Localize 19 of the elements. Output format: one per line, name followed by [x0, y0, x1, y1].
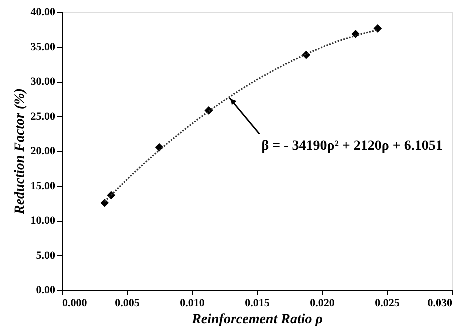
y-tick-label: 0.00 — [36, 284, 56, 296]
x-tick-label: 0.005 — [115, 298, 140, 310]
y-tick-label: 5.00 — [36, 250, 56, 262]
x-axis-title: Reinforcement Ratio ρ — [191, 312, 323, 328]
x-tick-label: 0.025 — [375, 298, 400, 310]
x-tick-label: 0.000 — [62, 298, 88, 310]
y-tick-label: 10.00 — [30, 215, 56, 227]
x-tick-label: 0.015 — [245, 298, 270, 310]
y-axis-title: Reduction Factor (%) — [12, 88, 28, 216]
y-tick-label: 15.00 — [30, 180, 56, 192]
y-tick-label: 35.00 — [30, 41, 56, 54]
y-tick-label: 30.00 — [30, 76, 56, 88]
annotation: β = - 34190ρ² + 2120ρ + 6.1051 — [262, 139, 443, 154]
y-tick-label: 25.00 — [30, 110, 56, 123]
x-tick-label: 0.030 — [428, 298, 453, 310]
x-tick-label: 0.010 — [180, 298, 206, 310]
x-tick-label: 0.020 — [310, 298, 336, 310]
y-tick-label: 20.00 — [30, 146, 56, 158]
y-tick-label: 40.00 — [30, 6, 56, 18]
